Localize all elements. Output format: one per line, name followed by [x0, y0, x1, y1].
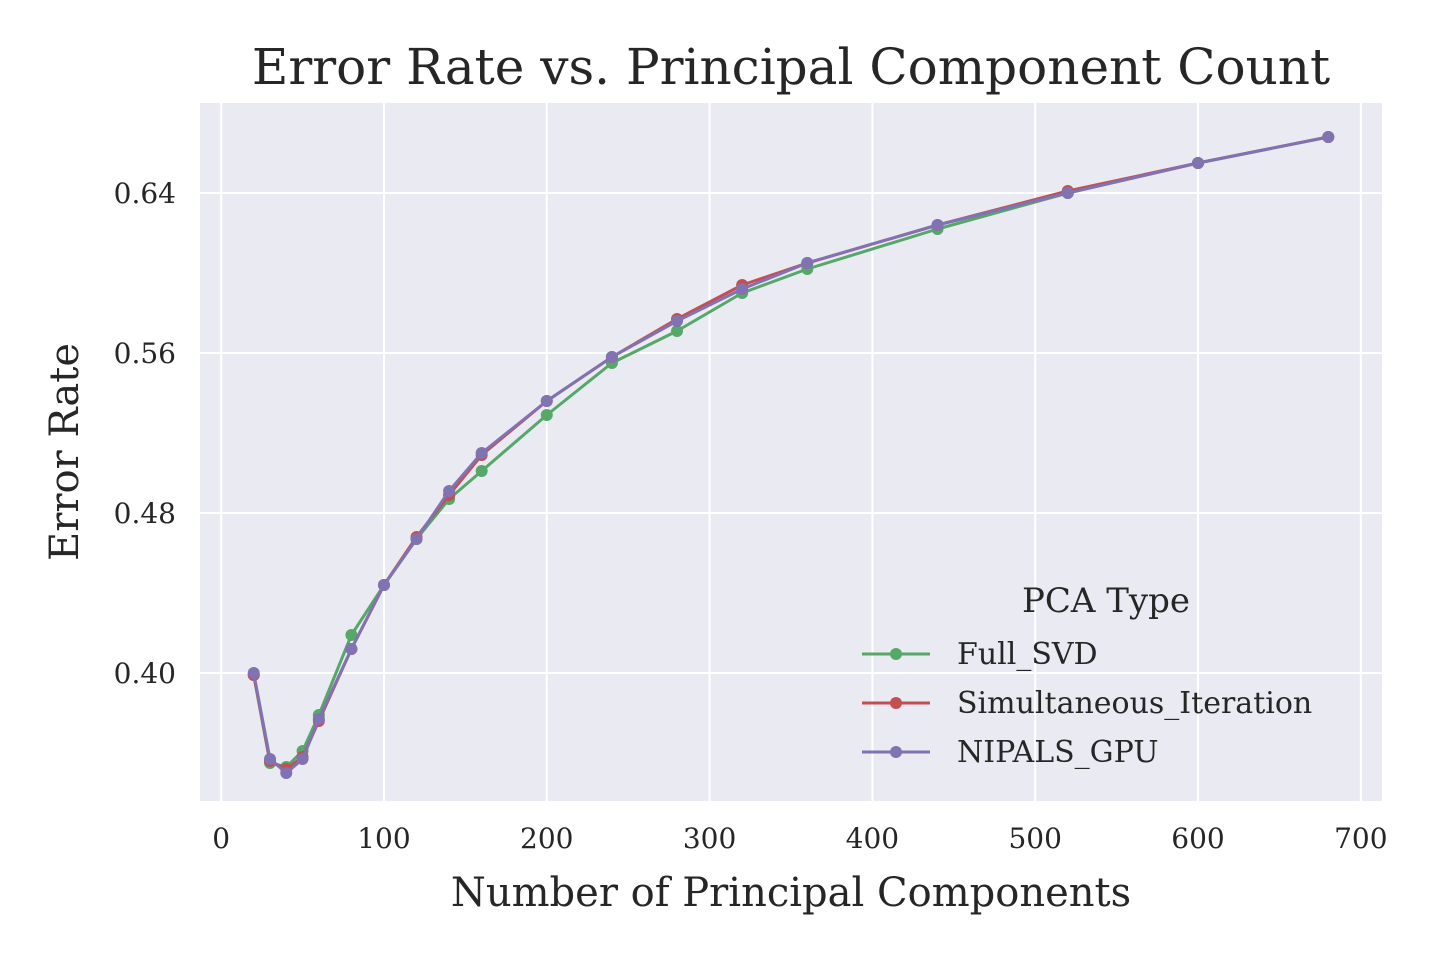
y-axis-ticks: 0.40 0.48 0.56 0.64: [114, 177, 176, 690]
legend-items: Full_SVD Simultaneous_Iteration NIPALS_GPU: [862, 637, 1312, 770]
data-point: [475, 447, 488, 459]
x-axis-ticks: 0 100 200 300 400 500 600 700: [212, 822, 1387, 855]
data-point: [671, 315, 684, 327]
legend: PCA Type Full_SVD Simultaneous_Iteration N…: [862, 581, 1312, 770]
legend-swatch-marker: [890, 746, 902, 758]
data-point: [736, 283, 749, 295]
y-tick-label: 0.48: [114, 497, 176, 530]
data-point: [345, 643, 358, 655]
data-point: [247, 667, 260, 679]
data-point: [345, 629, 358, 641]
data-point: [801, 257, 814, 269]
data-point: [931, 219, 944, 231]
data-point: [312, 713, 325, 725]
x-tick-label: 100: [357, 822, 410, 855]
grid: [200, 103, 1382, 801]
data-point: [1322, 131, 1335, 143]
data-point: [264, 753, 277, 765]
legend-item: NIPALS_GPU: [862, 735, 1159, 770]
x-tick-label: 300: [683, 822, 736, 855]
legend-swatch-marker: [890, 648, 902, 660]
series-layer: [247, 131, 1335, 779]
x-tick-label: 600: [1171, 822, 1224, 855]
data-point: [540, 395, 553, 407]
data-point: [671, 325, 684, 337]
x-tick-label: 700: [1334, 822, 1387, 855]
chart-title: Error Rate vs. Principal Component Count: [252, 38, 1330, 96]
data-point: [280, 767, 293, 779]
data-point: [605, 351, 618, 363]
legend-title: PCA Type: [1022, 581, 1190, 621]
data-point: [475, 465, 488, 477]
plot-area: [200, 103, 1382, 801]
y-tick-label: 0.56: [114, 337, 176, 370]
legend-item: Full_SVD: [862, 637, 1098, 672]
data-point: [1061, 187, 1074, 199]
data-point: [443, 485, 456, 497]
legend-label: Simultaneous_Iteration: [957, 686, 1312, 721]
data-point: [1192, 157, 1205, 169]
data-point: [410, 533, 423, 545]
data-point: [540, 409, 553, 421]
x-tick-label: 400: [846, 822, 899, 855]
legend-swatch-marker: [890, 697, 902, 709]
series-NIPALS_GPU: [247, 131, 1335, 779]
y-axis-label: Error Rate: [42, 343, 88, 561]
legend-label: Full_SVD: [957, 637, 1098, 672]
y-tick-label: 0.40: [114, 657, 176, 690]
legend-item: Simultaneous_Iteration: [862, 686, 1312, 721]
x-tick-label: 500: [1008, 822, 1061, 855]
x-axis-label: Number of Principal Components: [451, 870, 1131, 916]
x-tick-label: 200: [520, 822, 573, 855]
data-point: [377, 579, 390, 591]
legend-label: NIPALS_GPU: [957, 735, 1159, 770]
data-point: [296, 753, 309, 765]
x-tick-label: 0: [212, 822, 230, 855]
y-tick-label: 0.64: [114, 177, 176, 210]
